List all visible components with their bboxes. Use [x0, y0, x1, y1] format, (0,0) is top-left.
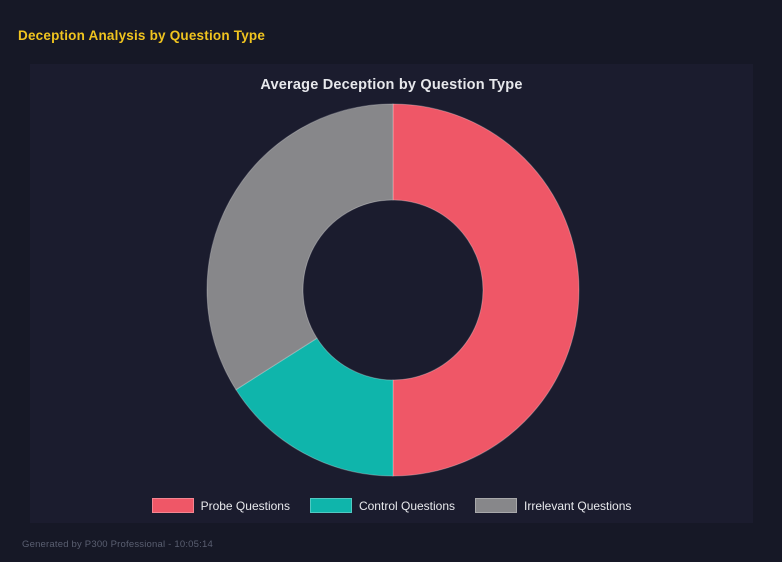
page-title: Deception Analysis by Question Type: [18, 28, 266, 43]
donut-segment-2[interactable]: [206, 103, 394, 391]
legend-label-control: Control Questions: [358, 498, 456, 513]
chart-panel: Average Deception by Question Type Probe…: [30, 64, 753, 523]
legend-item-control[interactable]: Control Questions: [309, 498, 456, 513]
legend-swatch-control: [309, 498, 352, 513]
footer-status: Generated by P300 Professional - 10:05:1…: [22, 539, 213, 550]
legend-swatch-irrelevant: [475, 498, 518, 513]
donut-segment-1[interactable]: [235, 337, 394, 477]
donut-chart-area: [205, 102, 581, 478]
chart-title: Average Deception by Question Type: [260, 77, 523, 93]
donut-segment-0[interactable]: [392, 103, 580, 477]
legend-label-probe: Probe Questions: [200, 498, 290, 513]
legend-label-irrelevant: Irrelevant Questions: [524, 498, 632, 513]
legend-swatch-probe: [151, 498, 194, 513]
legend-item-probe[interactable]: Probe Questions: [151, 498, 290, 513]
donut-chart: [206, 103, 580, 477]
legend-item-irrelevant[interactable]: Irrelevant Questions: [475, 498, 631, 513]
chart-legend: Probe Questions Control Questions Irrele…: [30, 498, 753, 513]
